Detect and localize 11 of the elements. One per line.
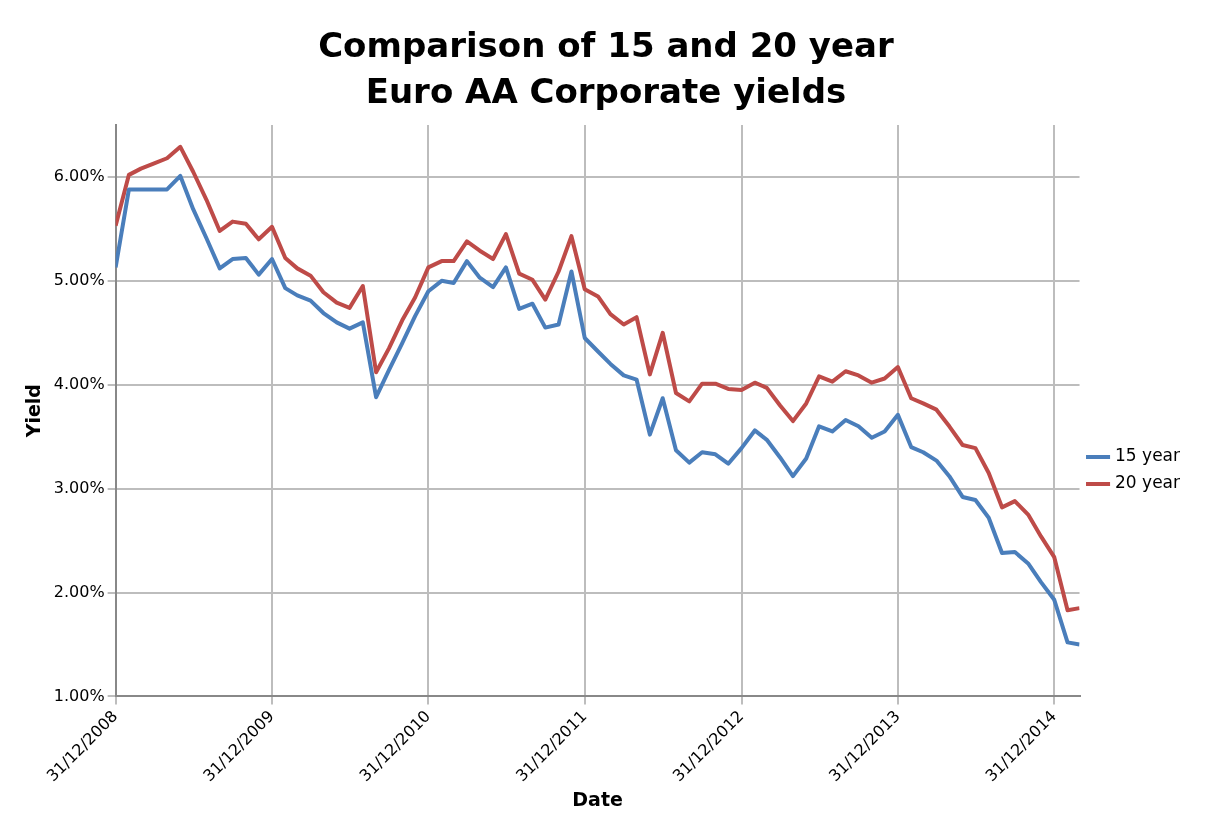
y-tick-label: 6.00% — [53, 166, 105, 186]
y-tick-label: 5.00% — [53, 270, 105, 289]
chart-title: Comparison of 15 and 20 year Euro AA Corporate yields — [317, 24, 895, 113]
y-tick-label: 2.00% — [53, 581, 105, 601]
y-tick-label: 3.00% — [53, 477, 105, 497]
legend-label: 15 year — [1115, 445, 1181, 466]
x-axis-title: Date — [572, 787, 623, 810]
legend-label: 20 year — [1115, 472, 1181, 493]
y-tick-label: 1.00% — [53, 685, 105, 705]
y-tick-label: 4.00% — [53, 373, 105, 393]
y-axis-title: Yield — [22, 384, 45, 439]
